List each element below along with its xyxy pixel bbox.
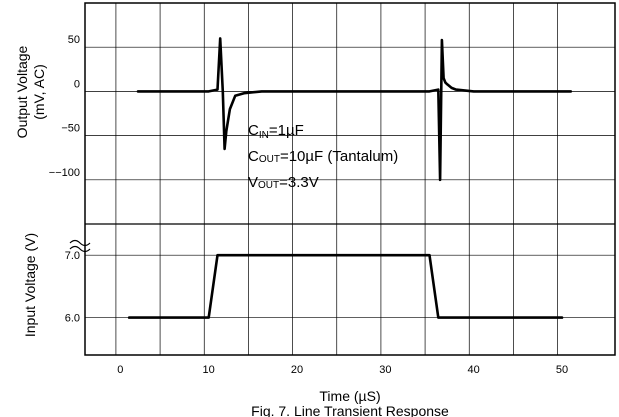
y-tick-label: 50 — [68, 34, 80, 46]
output-voltage-line — [136, 37, 573, 182]
bottom-ylabel: Input Voltage (V) — [22, 233, 38, 337]
y-tick-label: −50 — [61, 123, 80, 135]
top-ylabel-line1: Output Voltage — [14, 45, 30, 138]
y-tick-label: 7.0 — [65, 250, 80, 262]
figure-caption: Fig. 7. Line Transient Response — [251, 403, 449, 417]
x-tick-label: 50 — [556, 364, 568, 376]
series-group — [127, 37, 573, 319]
annotation-cout: COUT=10µF (Tantalum) — [248, 148, 398, 165]
y-tick-label: −−100 — [49, 167, 80, 179]
x-tick-label: 30 — [379, 364, 391, 376]
plot-frame — [84, 2, 616, 356]
x-tick-label: 40 — [468, 364, 480, 376]
x-tick-label: 10 — [203, 364, 215, 376]
x-axis-label: Time (µS) — [319, 388, 380, 404]
x-tick-label: 20 — [291, 364, 303, 376]
annotation-cin: CIN=1µF — [248, 122, 304, 141]
y-tick-label: 6.0 — [65, 313, 80, 325]
input-voltage-line — [127, 253, 564, 319]
y-tick-label: 0 — [74, 78, 80, 90]
tick-labels: 0 10 20 30 40 50 50 0 −50 −−100 7.0 6.0 — [49, 34, 568, 376]
top-ylabel-line2: (mV, AC) — [31, 64, 47, 120]
grid — [85, 3, 615, 355]
annotation-vout: VOUT=3.3V — [248, 174, 319, 191]
x-tick-label: 0 — [117, 364, 123, 376]
axis-break-icon — [69, 239, 91, 253]
